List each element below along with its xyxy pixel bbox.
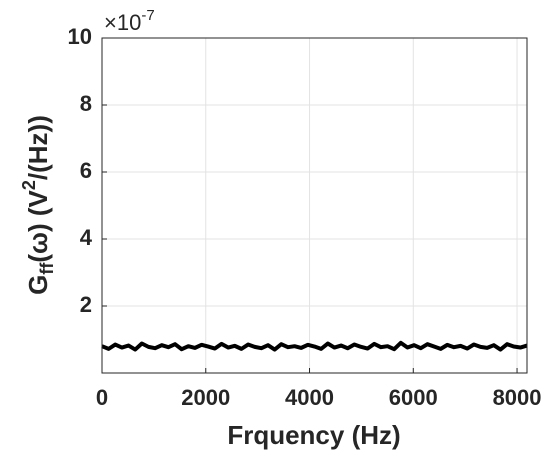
y-tick-label: 10: [68, 24, 92, 49]
y-label-sup: 2: [19, 180, 39, 190]
data-line: [101, 340, 528, 352]
axes-box: [101, 37, 528, 374]
exponent: ×10-7: [104, 7, 155, 35]
exponent-base: ×10: [104, 10, 141, 35]
y-label-mid: (ω) (V: [23, 189, 53, 262]
y-label-main: G: [23, 275, 53, 295]
x-tick-label: 2000: [181, 385, 230, 410]
y-tick-label: 6: [80, 158, 92, 183]
y-label-end: /(Hz)): [23, 115, 53, 180]
x-tick-label: 0: [96, 385, 108, 410]
x-tick-label: 8000: [493, 385, 542, 410]
y-tick-label: 8: [80, 91, 92, 116]
y-tick-label: 2: [80, 292, 92, 317]
y-label-sub: ff: [37, 262, 57, 275]
y-axis-label: Gff(ω) (V2/(Hz)): [19, 115, 57, 295]
x-tick-label: 4000: [285, 385, 334, 410]
x-axis-label: Frquency (Hz): [227, 420, 400, 450]
exponent-power: -7: [141, 7, 154, 24]
x-tick-label: 6000: [389, 385, 438, 410]
ticks: 0 2000 4000 6000 8000 2 4 6 8 10: [68, 24, 542, 410]
plot-area: [102, 38, 527, 373]
y-tick-label: 4: [80, 225, 93, 250]
